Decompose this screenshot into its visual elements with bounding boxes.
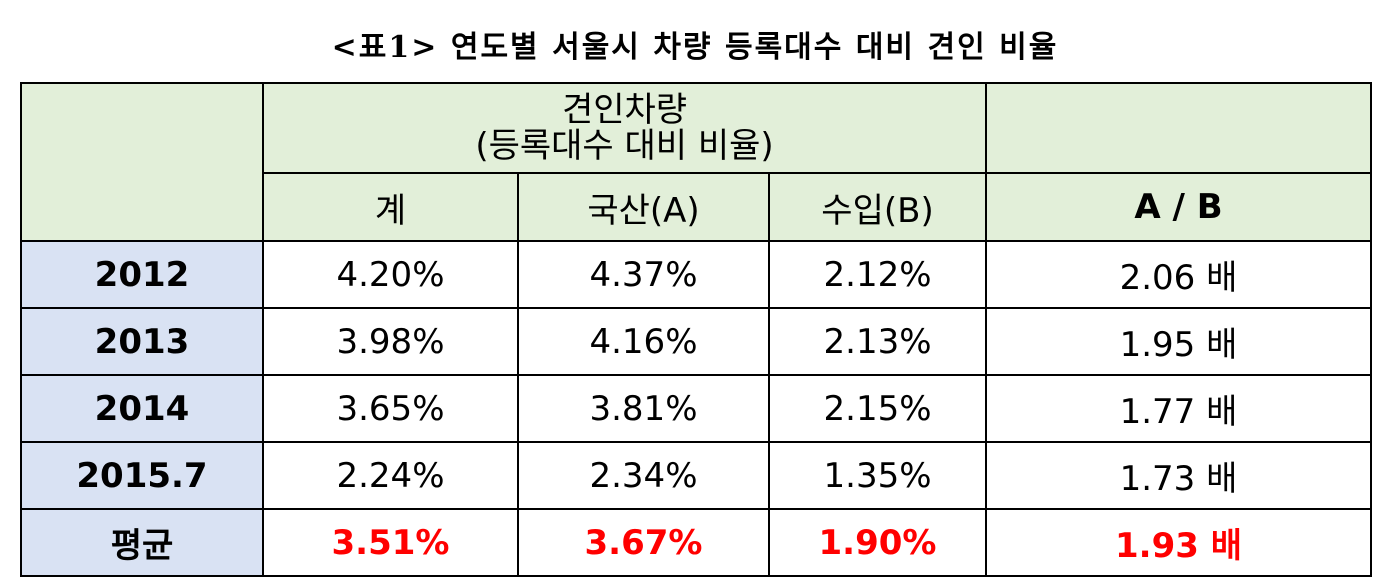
column-header: 계 bbox=[262, 172, 519, 242]
cell: 4.16% bbox=[517, 307, 770, 376]
group-header: 견인차량 (등록대수 대비 비율) bbox=[261, 82, 988, 174]
cell: 2.13% bbox=[767, 307, 988, 376]
cell: 4.20% bbox=[262, 240, 519, 309]
row: 2014 3.65% 3.81% 2.15% 1.77 배 bbox=[20, 374, 1373, 443]
title: <표1> 연도별 서울시 차량 등록대수 대비 견인 비율 bbox=[331, 30, 1059, 65]
table: 견인차량 (등록대수 대비 비율) 계 국산(A) 수입(B) A / B 2012 4.… bbox=[20, 82, 1373, 577]
cell: 1.93 배 bbox=[985, 508, 1373, 577]
cell: 1.73 배 bbox=[985, 441, 1373, 510]
row: 2015.7 2.24% 2.34% 1.35% 1.73 배 bbox=[20, 441, 1373, 510]
cell: 2.06 배 bbox=[985, 240, 1373, 309]
row-header: 평균 bbox=[20, 508, 264, 577]
cell: 2.12% bbox=[767, 240, 988, 309]
row-header: 2015.7 bbox=[20, 441, 264, 510]
column-header: 수입(B) bbox=[767, 172, 988, 242]
cell: 1.35% bbox=[767, 441, 988, 510]
cell: 1.90% bbox=[767, 508, 988, 577]
group-header-line: (등록대수 대비 비율) bbox=[475, 126, 774, 166]
cell: 1.95 배 bbox=[985, 307, 1373, 376]
column-header: 국산(A) bbox=[517, 172, 770, 242]
corner-cell bbox=[20, 82, 264, 242]
row-header: 2013 bbox=[20, 307, 264, 376]
cell: 2.24% bbox=[262, 441, 519, 510]
cell: 3.67% bbox=[517, 508, 770, 577]
cell: 2.15% bbox=[767, 374, 988, 443]
column-header: A / B bbox=[985, 172, 1373, 242]
cell: 1.77 배 bbox=[985, 374, 1373, 443]
cell: 4.37% bbox=[517, 240, 770, 309]
row-header: 2012 bbox=[20, 240, 264, 309]
group-header-line: 견인차량 bbox=[561, 90, 688, 130]
row: 2013 3.98% 4.16% 2.13% 1.95 배 bbox=[20, 307, 1373, 376]
cell: 2.34% bbox=[517, 441, 770, 510]
cell: 3.98% bbox=[262, 307, 519, 376]
empty-header bbox=[985, 82, 1373, 174]
cell: 3.51% bbox=[262, 508, 519, 577]
cell: 3.65% bbox=[262, 374, 519, 443]
row: 2012 4.20% 4.37% 2.12% 2.06 배 bbox=[20, 240, 1373, 309]
row-header: 2014 bbox=[20, 374, 264, 443]
row: 평균 3.51% 3.67% 1.90% 1.93 배 bbox=[20, 508, 1373, 577]
cell: 3.81% bbox=[517, 374, 770, 443]
